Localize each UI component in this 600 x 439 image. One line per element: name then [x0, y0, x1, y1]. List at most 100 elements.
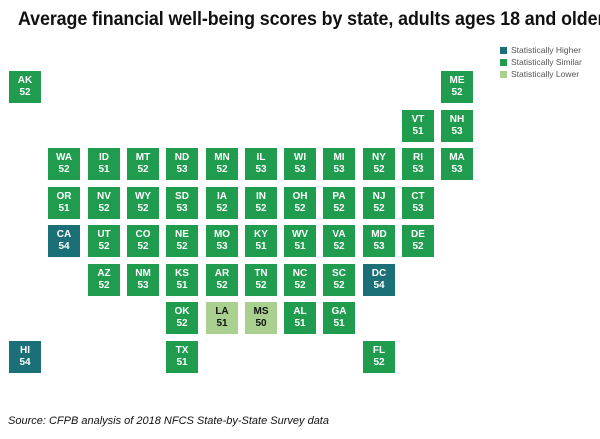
state-tile-pa: PA 52 — [323, 187, 355, 219]
state-score: 52 — [255, 280, 267, 291]
state-tile-fl: FL 52 — [363, 341, 395, 373]
state-tile-nm: NM 53 — [127, 264, 159, 296]
state-tile-ga: GA 51 — [323, 302, 355, 334]
state-score: 52 — [137, 203, 149, 214]
state-abbr: CT — [411, 191, 425, 202]
state-abbr: VT — [411, 114, 425, 125]
state-score: 51 — [294, 318, 306, 329]
state-abbr: KY — [254, 229, 268, 240]
state-score: 52 — [58, 164, 70, 175]
state-abbr: NC — [292, 268, 308, 279]
state-abbr: IN — [256, 191, 266, 202]
state-abbr: VA — [332, 229, 346, 240]
state-tile-ri: RI 53 — [402, 148, 434, 180]
legend-label-higher: Statistically Higher — [511, 45, 581, 55]
state-score: 52 — [98, 241, 110, 252]
state-score: 52 — [333, 280, 345, 291]
state-abbr: MN — [214, 152, 230, 163]
state-abbr: WA — [55, 152, 73, 163]
state-tile-vt: VT 51 — [402, 110, 434, 142]
state-abbr: NV — [97, 191, 111, 202]
state-abbr: LA — [215, 306, 229, 317]
state-score: 51 — [176, 280, 188, 291]
state-abbr: OR — [56, 191, 72, 202]
state-tile-mo: MO 53 — [206, 225, 238, 257]
state-tile-sd: SD 53 — [166, 187, 198, 219]
state-abbr: OH — [292, 191, 308, 202]
state-score: 54 — [58, 241, 70, 252]
state-abbr: CO — [135, 229, 151, 240]
state-tile-mt: MT 52 — [127, 148, 159, 180]
state-tile-wy: WY 52 — [127, 187, 159, 219]
state-tile-co: CO 52 — [127, 225, 159, 257]
state-score: 54 — [373, 280, 385, 291]
state-abbr: IA — [217, 191, 227, 202]
state-tile-mn: MN 52 — [206, 148, 238, 180]
state-abbr: MD — [371, 229, 387, 240]
state-abbr: NJ — [372, 191, 386, 202]
state-abbr: ME — [449, 75, 465, 86]
state-tile-nh: NH 53 — [441, 110, 473, 142]
state-score: 52 — [176, 318, 188, 329]
state-score: 53 — [216, 241, 228, 252]
state-tile-il: IL 53 — [245, 148, 277, 180]
state-tile-hi: HI 54 — [9, 341, 41, 373]
state-abbr: WY — [134, 191, 152, 202]
state-score: 52 — [98, 280, 110, 291]
state-tile-sc: SC 52 — [323, 264, 355, 296]
state-score: 53 — [412, 203, 424, 214]
state-abbr: MI — [333, 152, 345, 163]
state-score: 52 — [19, 87, 31, 98]
state-score: 53 — [176, 164, 188, 175]
state-tile-ky: KY 51 — [245, 225, 277, 257]
state-score: 52 — [137, 241, 149, 252]
state-score: 53 — [373, 241, 385, 252]
state-abbr: MT — [135, 152, 151, 163]
state-abbr: PA — [332, 191, 346, 202]
state-tile-ct: CT 53 — [402, 187, 434, 219]
state-score: 52 — [137, 164, 149, 175]
legend-item-higher: Statistically Higher — [500, 44, 582, 56]
state-tile-va: VA 52 — [323, 225, 355, 257]
state-abbr: NE — [175, 229, 189, 240]
state-abbr: NY — [372, 152, 386, 163]
state-score: 53 — [294, 164, 306, 175]
state-abbr: KS — [175, 268, 189, 279]
state-score: 53 — [255, 164, 267, 175]
state-tile-oh: OH 52 — [284, 187, 316, 219]
state-tile-la: LA 51 — [206, 302, 238, 334]
state-score: 53 — [412, 164, 424, 175]
state-abbr: AZ — [97, 268, 111, 279]
state-score: 52 — [98, 203, 110, 214]
state-score: 54 — [19, 357, 31, 368]
state-abbr: ID — [99, 152, 109, 163]
state-tile-nj: NJ 52 — [363, 187, 395, 219]
state-score: 52 — [216, 164, 228, 175]
state-score: 53 — [451, 164, 463, 175]
state-score: 52 — [216, 280, 228, 291]
state-tile-az: AZ 52 — [88, 264, 120, 296]
state-score: 52 — [216, 203, 228, 214]
state-abbr: OK — [174, 306, 190, 317]
state-abbr: MS — [253, 306, 269, 317]
state-score: 52 — [373, 357, 385, 368]
state-score: 52 — [373, 203, 385, 214]
state-tile-mi: MI 53 — [323, 148, 355, 180]
state-tile-md: MD 53 — [363, 225, 395, 257]
state-tile-ne: NE 52 — [166, 225, 198, 257]
state-score: 53 — [451, 126, 463, 137]
state-abbr: CA — [56, 229, 72, 240]
state-tile-nc: NC 52 — [284, 264, 316, 296]
state-score: 52 — [333, 241, 345, 252]
state-abbr: GA — [331, 306, 347, 317]
state-tile-ok: OK 52 — [166, 302, 198, 334]
state-score: 52 — [255, 203, 267, 214]
state-score: 52 — [294, 203, 306, 214]
state-tile-or: OR 51 — [48, 187, 80, 219]
state-tile-wa: WA 52 — [48, 148, 80, 180]
state-abbr: WV — [291, 229, 309, 240]
state-tile-tn: TN 52 — [245, 264, 277, 296]
state-tile-ia: IA 52 — [206, 187, 238, 219]
legend-swatch-similar — [500, 58, 507, 66]
